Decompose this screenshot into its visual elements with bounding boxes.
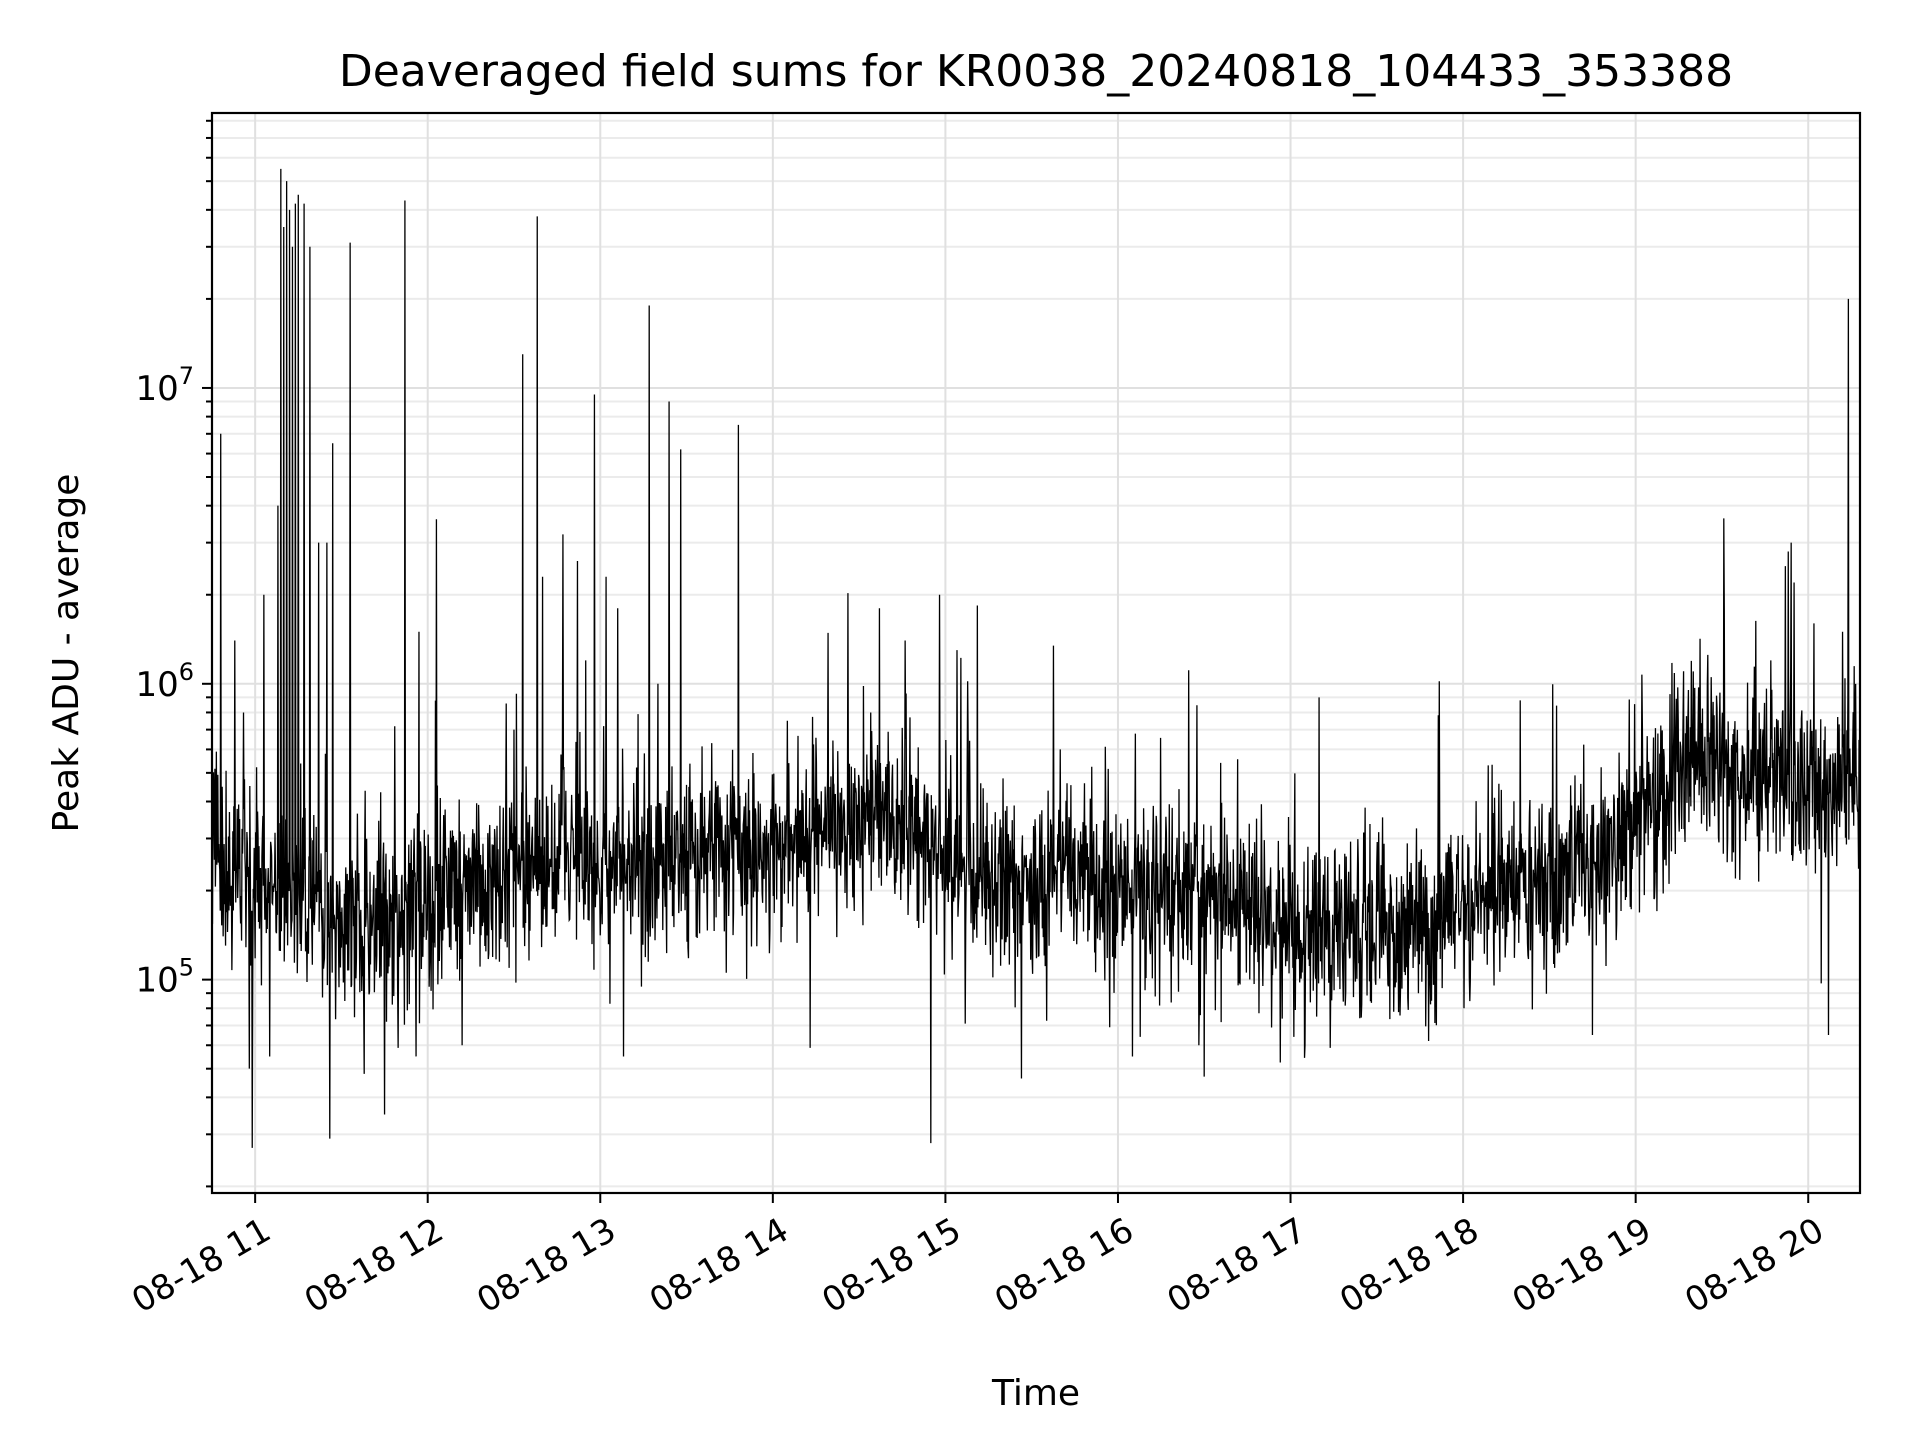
axis-ticks xyxy=(202,119,1810,1203)
x-axis-label: Time xyxy=(991,1373,1080,1414)
series-line xyxy=(211,168,1861,1148)
plot-frame xyxy=(210,111,1862,1195)
y-axis-label: Peak ADU - average xyxy=(46,474,87,833)
y-tick-label: 105 xyxy=(135,954,194,1001)
y-tick-label: 107 xyxy=(135,362,194,409)
y-tick-label: 106 xyxy=(135,658,194,705)
chart-title: Deaveraged field sums for KR0038_2024081… xyxy=(339,46,1733,97)
y-tick-labels: 105 106 107 xyxy=(135,362,194,1001)
